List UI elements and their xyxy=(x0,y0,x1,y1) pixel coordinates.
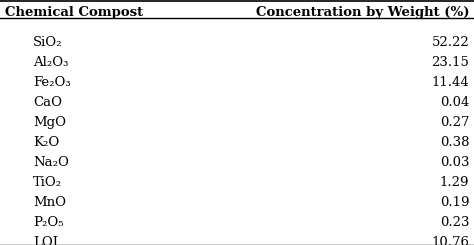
Text: MnO: MnO xyxy=(33,196,66,209)
Text: 52.22: 52.22 xyxy=(431,36,469,49)
Text: 0.27: 0.27 xyxy=(440,116,469,129)
Text: TiO₂: TiO₂ xyxy=(33,176,62,189)
Text: P₂O₅: P₂O₅ xyxy=(33,216,64,229)
Text: CaO: CaO xyxy=(33,96,62,109)
Text: Na₂O: Na₂O xyxy=(33,156,69,169)
Text: 1.29: 1.29 xyxy=(440,176,469,189)
Text: 0.04: 0.04 xyxy=(440,96,469,109)
Text: 0.19: 0.19 xyxy=(440,196,469,209)
Text: SiO₂: SiO₂ xyxy=(33,36,63,49)
Text: Concentration by Weight (%): Concentration by Weight (%) xyxy=(256,6,469,19)
Text: 0.23: 0.23 xyxy=(440,216,469,229)
Text: 23.15: 23.15 xyxy=(431,56,469,69)
Text: Al₂O₃: Al₂O₃ xyxy=(33,56,69,69)
Text: LOI: LOI xyxy=(33,236,58,245)
Text: Chemical Compost: Chemical Compost xyxy=(5,6,143,19)
Text: 10.76: 10.76 xyxy=(431,236,469,245)
Text: 0.03: 0.03 xyxy=(440,156,469,169)
Text: 0.38: 0.38 xyxy=(440,136,469,149)
Text: K₂O: K₂O xyxy=(33,136,59,149)
Text: MgO: MgO xyxy=(33,116,66,129)
Text: Fe₂O₃: Fe₂O₃ xyxy=(33,76,71,89)
Text: 11.44: 11.44 xyxy=(431,76,469,89)
